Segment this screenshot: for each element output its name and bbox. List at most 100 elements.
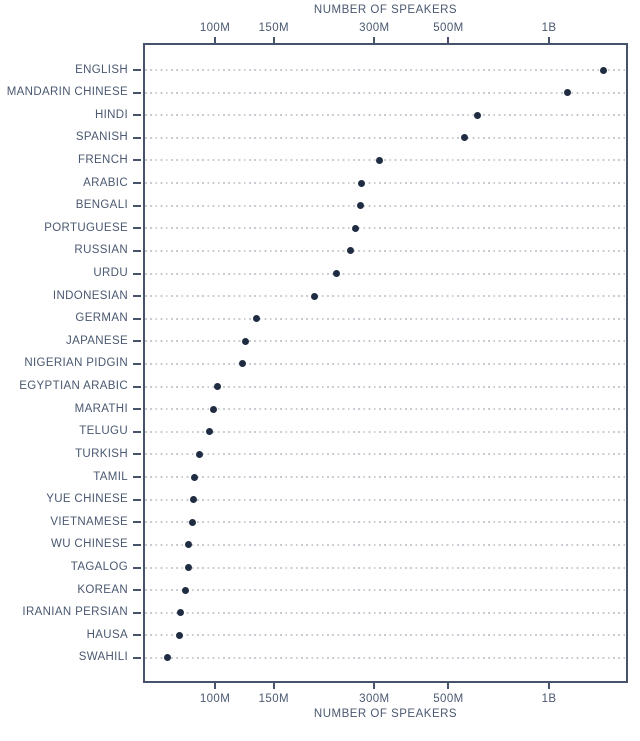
data-dot: [184, 564, 192, 572]
leader-line: [145, 543, 626, 546]
leader-line: [145, 204, 626, 207]
x-axis-tick-label-top: 300M: [359, 22, 390, 34]
y-axis-label: BENGALI: [75, 199, 128, 212]
data-dot: [182, 586, 190, 594]
y-axis-label: SWAHILI: [78, 651, 128, 664]
leader-line: [145, 408, 626, 411]
y-axis-tick: [133, 476, 141, 479]
leader-line: [145, 159, 626, 162]
y-axis-tick: [133, 566, 141, 569]
data-dot: [239, 360, 247, 368]
leader-line: [145, 272, 626, 275]
y-axis-label: TELUGU: [79, 425, 128, 438]
y-axis-tick: [133, 204, 141, 207]
y-axis-label: TURKISH: [75, 447, 128, 460]
data-dot: [176, 631, 184, 639]
y-axis-tick: [133, 634, 141, 637]
x-axis-tick-label-top: 150M: [258, 22, 289, 34]
data-dot: [461, 134, 469, 142]
y-axis-tick: [133, 611, 141, 614]
x-axis-tick-bottom: [373, 683, 376, 689]
leader-line: [145, 114, 626, 117]
y-axis-label: VIETNAMESE: [50, 515, 128, 528]
y-axis-label: MANDARIN CHINESE: [6, 86, 128, 99]
data-dot: [352, 224, 360, 232]
x-axis-tick-bottom: [447, 683, 450, 689]
leader-line: [145, 227, 626, 230]
data-dot: [564, 89, 572, 97]
leader-line: [145, 69, 626, 71]
x-axis-tick-top: [548, 37, 550, 43]
x-axis-tick-bottom: [548, 683, 550, 689]
leader-line: [145, 136, 626, 139]
y-axis-tick: [133, 340, 141, 343]
y-axis-tick: [133, 295, 141, 298]
y-axis-tick: [133, 317, 141, 320]
x-axis-tick-top: [272, 37, 275, 43]
data-dot: [311, 292, 319, 300]
x-axis-title-top: NUMBER OF SPEAKERS: [313, 4, 458, 16]
data-dot: [210, 405, 218, 413]
leader-line: [145, 476, 626, 479]
x-axis-title-bottom: NUMBER OF SPEAKERS: [313, 708, 458, 720]
y-axis-tick: [133, 656, 141, 659]
y-axis-label: NIGERIAN PIDGIN: [24, 357, 128, 370]
y-axis-label: GERMAN: [75, 312, 128, 325]
leader-line: [145, 589, 626, 592]
leader-line: [145, 249, 626, 252]
y-axis-label: RUSSIAN: [74, 244, 128, 257]
y-axis-tick: [133, 91, 141, 94]
x-axis-tick-label-bottom: 500M: [433, 693, 464, 705]
x-axis-tick-label-bottom: 100M: [199, 693, 231, 705]
data-dot: [214, 383, 222, 391]
leader-line: [145, 521, 626, 524]
data-dot: [205, 428, 213, 436]
y-axis-label: ENGLISH: [75, 63, 128, 76]
leader-line: [145, 317, 626, 320]
leader-line: [145, 498, 626, 501]
y-axis-label: HINDI: [94, 108, 128, 121]
y-axis-label: IRANIAN PERSIAN: [22, 606, 128, 619]
leader-line: [145, 566, 626, 569]
y-axis-tick: [133, 182, 141, 185]
y-axis-label: KOREAN: [77, 583, 128, 596]
y-axis-label: FRENCH: [77, 153, 128, 166]
x-axis-tick-label-top: 500M: [433, 22, 464, 34]
x-axis-tick-label-bottom: 300M: [359, 693, 390, 705]
data-dot: [375, 156, 383, 164]
leader-line: [145, 656, 626, 659]
data-dot: [196, 450, 204, 458]
y-axis-tick: [133, 362, 141, 365]
data-dot: [190, 496, 198, 504]
x-axis-tick-bottom: [272, 683, 275, 689]
y-axis-tick: [133, 227, 141, 230]
leader-line: [145, 430, 626, 433]
leader-line: [145, 634, 626, 637]
y-axis-tick: [133, 159, 141, 162]
y-axis-label: JAPANESE: [65, 334, 128, 347]
y-axis-tick: [133, 543, 141, 546]
y-axis-label: MARATHI: [74, 402, 128, 415]
x-axis-tick-bottom: [214, 683, 216, 689]
y-axis-label: TAMIL: [93, 470, 128, 483]
x-axis-tick-top: [447, 37, 450, 43]
data-dot: [347, 247, 355, 255]
y-axis-tick: [133, 498, 141, 501]
y-axis-label: URDU: [93, 267, 128, 280]
data-dot: [176, 609, 184, 617]
y-axis-label: WU CHINESE: [51, 538, 128, 551]
y-axis-tick: [133, 408, 141, 411]
y-axis-tick: [133, 589, 141, 592]
leader-line: [145, 362, 626, 365]
data-dot: [252, 315, 260, 323]
leader-line: [145, 385, 626, 388]
y-axis-tick: [133, 430, 141, 433]
x-axis-tick-top: [373, 37, 376, 43]
x-axis-tick-label-top: 100M: [199, 22, 231, 34]
y-axis-tick: [133, 453, 141, 456]
x-axis-tick-top: [214, 37, 216, 43]
y-axis-label: ARABIC: [83, 176, 128, 189]
y-axis-tick: [133, 136, 141, 139]
leader-line: [145, 611, 626, 614]
